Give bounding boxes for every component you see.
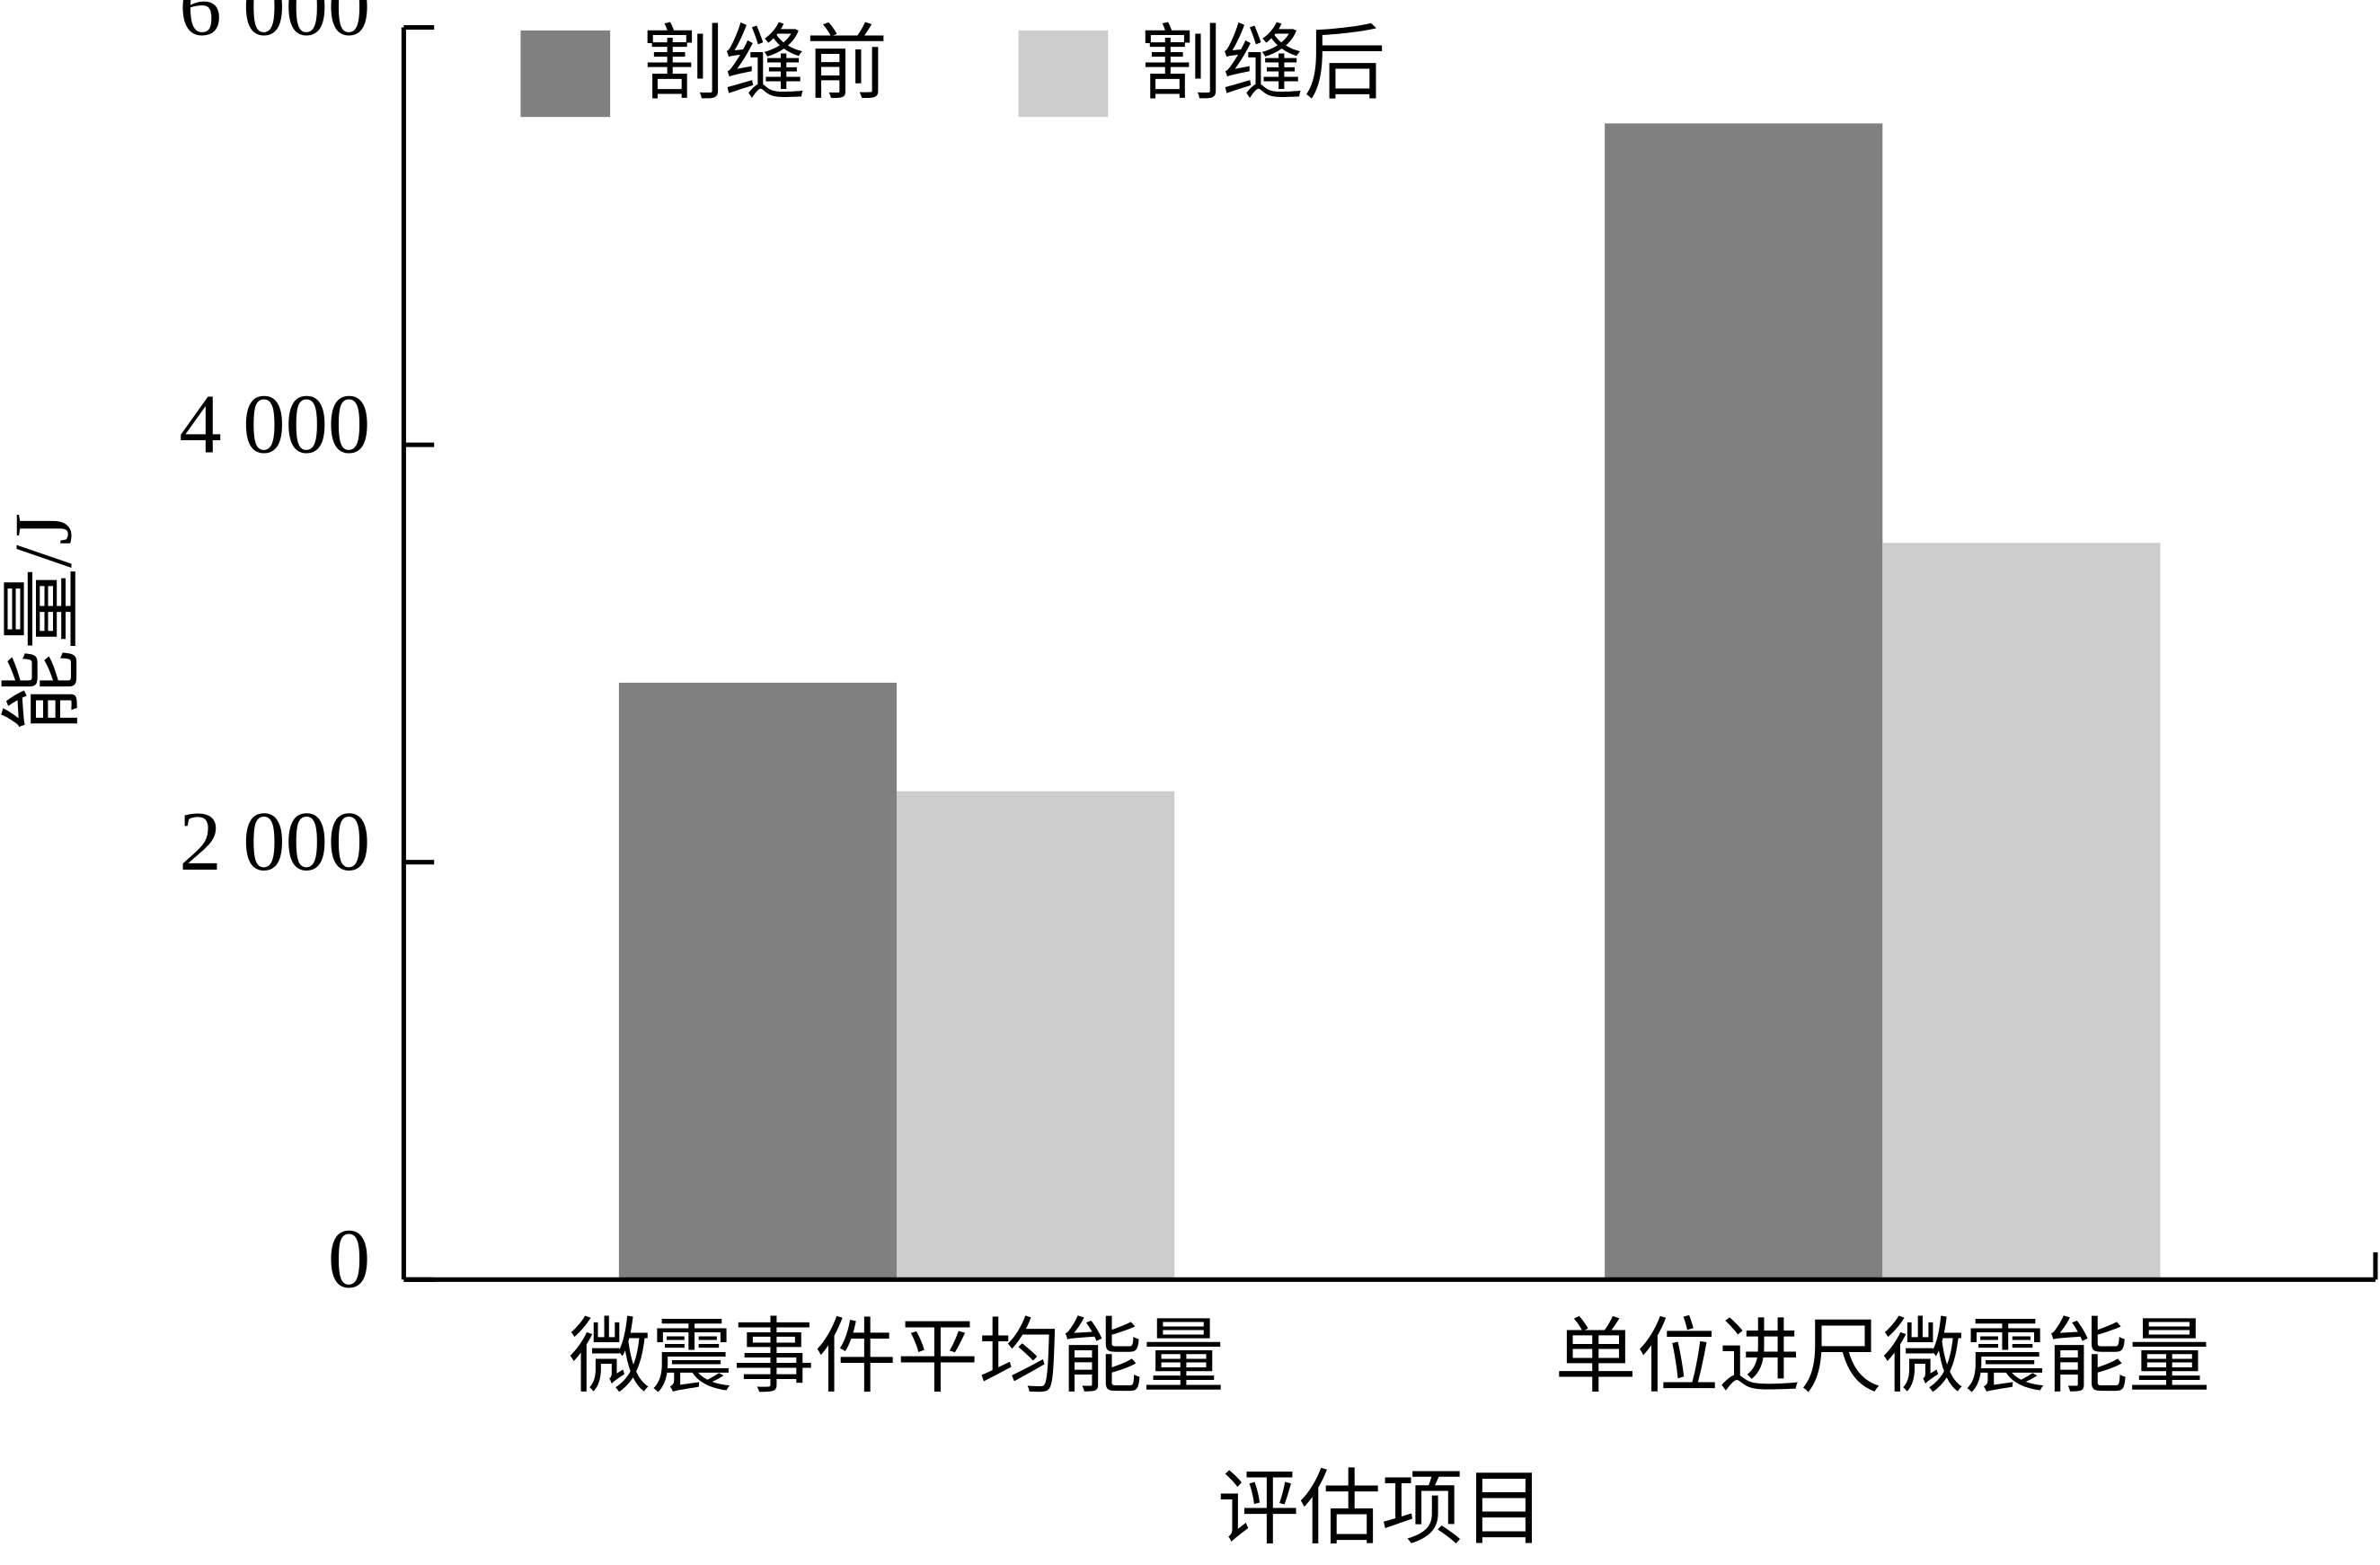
bar	[1882, 543, 2161, 1280]
legend-label: 割缝后	[1140, 19, 1386, 110]
legend-label: 割缝前	[642, 19, 889, 110]
bar	[897, 791, 1175, 1280]
legend-swatch	[520, 30, 611, 118]
legend-swatch	[1018, 30, 1109, 118]
y-tick-label: 4 000	[179, 377, 370, 471]
y-tick-label: 2 000	[179, 795, 370, 889]
bar	[1605, 123, 1883, 1280]
y-tick-label: 0	[328, 1212, 370, 1305]
x-axis-label: 评估项目	[1217, 1463, 1545, 1554]
y-axis-label: 能量/J	[0, 513, 88, 731]
x-tick-label: 单位进尺微震能量	[1554, 1313, 2210, 1403]
y-tick-label: 6 000	[179, 0, 370, 54]
bar	[618, 682, 898, 1280]
x-tick-label: 微震事件平均能量	[569, 1313, 1225, 1403]
